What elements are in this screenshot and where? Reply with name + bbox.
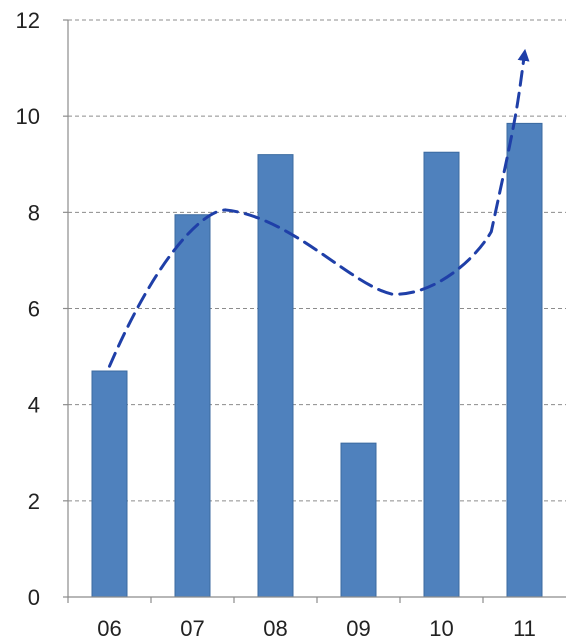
x-tick-labels: 06 07 08 09 10 11 xyxy=(67,597,536,641)
y-tick-label: 4 xyxy=(28,393,40,418)
x-tick-label: 07 xyxy=(180,616,204,641)
bar-09 xyxy=(340,442,377,598)
x-tick-label: 11 xyxy=(513,616,536,641)
trend-line-group xyxy=(108,48,530,368)
y-tick-label: 2 xyxy=(28,489,40,514)
y-tick-labels: 0 2 4 6 8 10 12 xyxy=(16,8,40,610)
bars xyxy=(91,122,543,598)
bar-06 xyxy=(91,370,128,598)
bar-08 xyxy=(257,154,294,598)
bar-11 xyxy=(506,122,543,598)
x-tick-label: 10 xyxy=(429,616,453,641)
trend-line xyxy=(108,48,530,368)
y-tick-label: 6 xyxy=(28,297,40,322)
x-tick-label: 09 xyxy=(346,616,370,641)
gridlines xyxy=(63,19,566,598)
bar-07 xyxy=(174,214,211,598)
x-tick-label: 08 xyxy=(263,616,287,641)
y-tick-label: 10 xyxy=(16,104,40,129)
bar-10 xyxy=(423,151,460,598)
y-tick-label: 8 xyxy=(28,200,40,225)
y-tick-label: 0 xyxy=(28,585,40,610)
x-tick-label: 06 xyxy=(97,616,121,641)
y-tick-label: 12 xyxy=(16,8,40,33)
